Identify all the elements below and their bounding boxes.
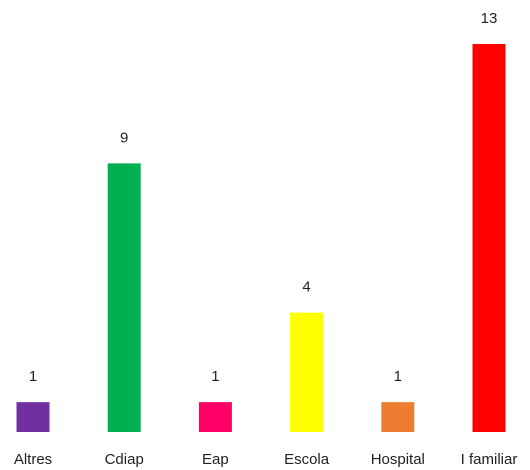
x-tick-label: Cdiap bbox=[105, 451, 144, 468]
bar bbox=[198, 402, 232, 432]
value-label: 1 bbox=[29, 368, 37, 385]
x-tick-label: Hospital bbox=[371, 451, 425, 468]
bar bbox=[107, 163, 141, 432]
x-tick-label: Escola bbox=[284, 451, 330, 468]
x-tick-label: Eap bbox=[202, 451, 229, 468]
bar bbox=[381, 402, 415, 432]
x-tick-label: Altres bbox=[14, 451, 52, 468]
bar bbox=[290, 312, 324, 432]
value-label: 1 bbox=[394, 368, 402, 385]
bar bbox=[472, 44, 506, 432]
value-label: 9 bbox=[120, 129, 128, 146]
value-label: 1 bbox=[211, 368, 219, 385]
x-tick-label: I familiar bbox=[461, 451, 518, 468]
value-label: 13 bbox=[481, 10, 498, 27]
value-label: 4 bbox=[302, 279, 310, 296]
bar bbox=[16, 402, 50, 432]
